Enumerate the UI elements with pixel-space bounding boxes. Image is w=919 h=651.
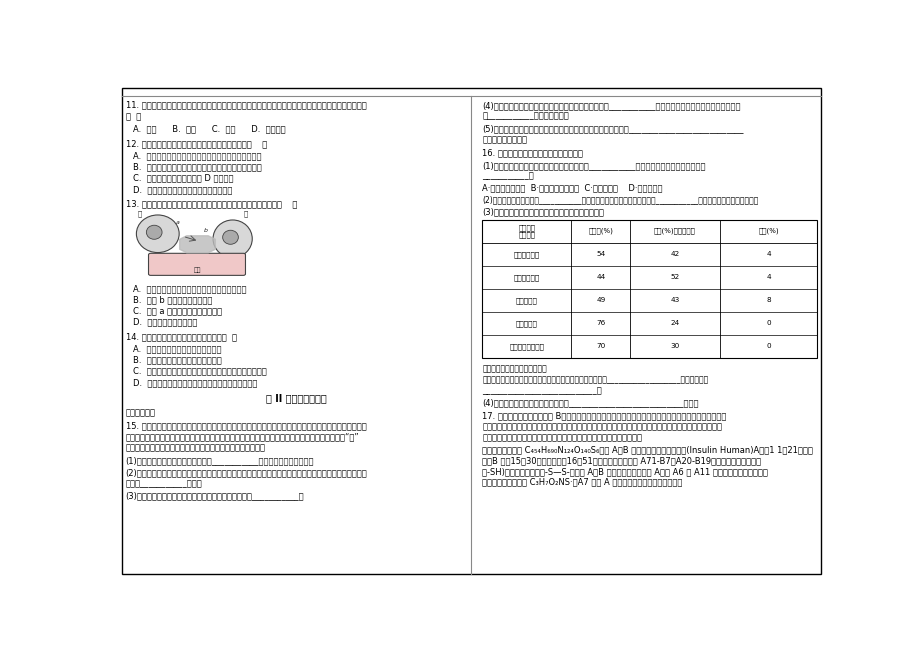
Text: A.  蛋白质的多样性与氨基酸的种类、数目、排列等有关: A. 蛋白质的多样性与氨基酸的种类、数目、排列等有关 (132, 151, 261, 160)
Text: D.  图中乙细胞表示靶细胞: D. 图中乙细胞表示靶细胞 (132, 318, 197, 327)
Text: （答出两点即可）。: （答出两点即可）。 (482, 135, 527, 144)
Text: 上表数据显示，细胞膜与细胞器膜的化学物质组成上的共同点___________________；主要区别是: 上表数据显示，细胞膜与细胞器膜的化学物质组成上的共同点_____________… (482, 375, 708, 384)
Text: 蛋白质(%): 蛋白质(%) (588, 228, 613, 234)
Text: (1)为获得纯净的细胞膜，应选取以下材料中的___________做实验，选用该材料的原因是它: (1)为获得纯净的细胞膜，应选取以下材料中的___________做实验，选用该… (482, 161, 705, 170)
Text: D.  脸氧核糖核酸是染色体的主要成分之一: D. 脸氧核糖核酸是染色体的主要成分之一 (132, 185, 232, 194)
Text: 不同物动物（人、牛、羊、猪等）的胰岛素功能大体相同，成分有差异。: 不同物动物（人、牛、羊、猪等）的胰岛素功能大体相同，成分有差异。 (482, 434, 641, 442)
Text: 农民又将麦种放在水中浸泡一段时间。随着浸种时间的延长，种子产熟速度也越来越快，种子逐渐变“甜”: 农民又将麦种放在水中浸泡一段时间。随着浸种时间的延长，种子产熟速度也越来越快，种… (126, 432, 359, 441)
Text: C.  胆固醇、性激素、维生素 D 都是脂质: C. 胆固醇、性激素、维生素 D 都是脂质 (132, 174, 233, 183)
Text: (3)若将浸软的种子直接放到酒精灯上烧，剩余的灰分是___________。: (3)若将浸软的种子直接放到酒精灯上烧，剩余的灰分是___________。 (126, 492, 304, 501)
Text: 54: 54 (596, 251, 605, 257)
Text: (5)根系是植物吸收水分的主要器官，根细胞内水分的主要作用有___________________________: (5)根系是植物吸收水分的主要器官，根细胞内水分的主要作用有__________… (482, 124, 743, 133)
Text: (2)将选取的上述材料放入___________中，一段时间后细胞膨胀破裂，再用___________方法分离得到纯净的细胞膜。: (2)将选取的上述材料放入___________中，一段时间后细胞膨胀破裂，再用… (482, 195, 758, 204)
Text: 血管: 血管 (193, 268, 200, 273)
Text: D.  癌细胞的恶性增殖和转移与细胞膜成分的改变有关: D. 癌细胞的恶性增殖和转移与细胞膜成分的改变有关 (132, 378, 257, 387)
Text: (1)农民晊种时小麦种子失去的水是以___________的形式存在于细胞中的。: (1)农民晊种时小麦种子失去的水是以___________的形式存在于细胞中的。 (126, 456, 314, 465)
Text: A·人的成熟红细胞  B·人的口腔上皮细胞  C·蛙的红细胞    D·鸡肝研磨液: A·人的成熟红细胞 B·人的口腔上皮细胞 C·蛙的红细胞 D·鸡肝研磨液 (482, 184, 662, 193)
Text: 0: 0 (766, 344, 770, 350)
Text: 的刺激而分泌的一种蛋白质激素。胰岛素是机体内唯一一降低血糖的激素，同时促进糖原脂肪、蛋白质合成，: 的刺激而分泌的一种蛋白质激素。胰岛素是机体内唯一一降低血糖的激素，同时促进糖原脂… (482, 422, 721, 432)
Text: B.  动物乳汁中的乳糖和植物细胞中的纤维素都属于多糖: B. 动物乳汁中的乳糖和植物细胞中的纤维素都属于多糖 (132, 162, 261, 171)
Ellipse shape (222, 230, 238, 244)
Text: B.  组成细胞膜的脂质中，磷脂最丰富: B. 组成细胞膜的脂质中，磷脂最丰富 (132, 355, 221, 365)
Ellipse shape (213, 220, 252, 258)
Text: 76: 76 (596, 320, 605, 326)
Text: a: a (176, 220, 179, 225)
Text: C.  不同功能的细胞，其细胞膜上蛋白质的种类和数量相同: C. 不同功能的细胞，其细胞膜上蛋白质的种类和数量相同 (132, 367, 267, 376)
Text: 了，几天后，种子开始发芽，这时小麦种子内自由水达到峰値。: 了，几天后，种子开始发芽，这时小麦种子内自由水达到峰値。 (126, 443, 266, 452)
Text: 用___________试剂进行鉴定。: 用___________试剂进行鉴定。 (482, 111, 568, 120)
Text: 小鼠肝细胞膜: 小鼠肝细胞膜 (513, 274, 539, 281)
Text: 15. 农民在储存麦种前，需将收获的小麦种子摊在地面上晊晒一段时间后，才把进粮仓存放。灌种小麦时，: 15. 农民在储存麦种前，需将收获的小麦种子摊在地面上晊晒一段时间后，才把进粮仓… (126, 421, 366, 430)
Text: C.  图中 a 表示信号分子（如激素）: C. 图中 a 表示信号分子（如激素） (132, 307, 221, 316)
Text: 酸，B 链有15礔30个氨基酸，公16礔51个氨基酸组成，其中 A71-B7、A20-B19四个半胱氨酸中的巡基: 酸，B 链有15礔30个氨基酸，公16礔51个氨基酸组成，其中 A71-B7、A… (482, 456, 761, 465)
Text: 24: 24 (670, 320, 679, 326)
Text: 半胱氨酸的分子式为 C₃H₇O₂NS·（A7 表示 A 肽链第七位氨基酸，其他类推）: 半胱氨酸的分子式为 C₃H₇O₂NS·（A7 表示 A 肽链第七位氨基酸，其他类… (482, 478, 682, 487)
Text: 物质种类
膜的类别: 物质种类 膜的类别 (517, 224, 535, 238)
Text: ___________________________。: ___________________________。 (482, 386, 601, 395)
Text: 49: 49 (596, 298, 605, 303)
Text: (2)若将已晒干的小麦种子放在洁净的试管内，放在酒精灯上烘烤，你会发现在试管内壁上出现水珠，说明种: (2)若将已晒干的小麦种子放在洁净的试管内，放在酒精灯上烘烤，你会发现在试管内壁… (126, 469, 367, 478)
Text: 17. 胰岛素是由胰腺内的胰岛 B细胞受内源性或外源性物质如葡萄糖、乳糖、核糖、精氨酸、胰高血糖素等: 17. 胰岛素是由胰腺内的胰岛 B细胞受内源性或外源性物质如葡萄糖、乳糖、核糖、… (482, 411, 726, 421)
Text: 线粒体内膜: 线粒体内膜 (516, 320, 537, 327)
Ellipse shape (146, 225, 162, 240)
Text: B.  图中 b 表示细胞膜上的载体: B. 图中 b 表示细胞膜上的载体 (132, 295, 212, 304)
Ellipse shape (136, 215, 179, 253)
Text: 14. 下列关于细胞膜的叙述，不正确的是（  ）: 14. 下列关于细胞膜的叙述，不正确的是（ ） (126, 332, 236, 341)
Text: b: b (204, 228, 208, 233)
Text: 8: 8 (766, 298, 770, 303)
Text: 16. 请完成下列实验设计并分析有关问题。: 16. 请完成下列实验设计并分析有关问题。 (482, 148, 583, 158)
Text: 糖类(%): 糖类(%) (757, 228, 777, 234)
Text: 52: 52 (670, 274, 679, 281)
Text: 脂质(%)主要是磷脂: 脂质(%)主要是磷脂 (653, 228, 696, 234)
Text: (4)随着浸种时间的延长，麦种变甜了，这种甜味物质是___________，它是由种子中的淠粉水解生成的，可: (4)随着浸种时间的延长，麦种变甜了，这种甜味物质是___________，它是… (482, 101, 740, 109)
Text: 菠菜叶绿体片层膜: 菠菜叶绿体片层膜 (509, 343, 544, 350)
Text: 乙: 乙 (244, 210, 247, 217)
Text: 胰岛素的分子式是 C₄₅₄H₆₉₀N₁₂₄O₁₄₀S₆，由 A、B 两个肽链组成，人胰岛素(Insulin Human)A链有1 1种21个氨基: 胰岛素的分子式是 C₄₅₄H₆₉₀N₁₂₄O₁₄₀S₆，由 A、B 两个肽链组成… (482, 445, 812, 454)
Text: (3)通过有关方法，测得多种膜的化学成分，如下表。: (3)通过有关方法，测得多种膜的化学成分，如下表。 (482, 208, 604, 217)
Text: 第 II 卷（非选择题）: 第 II 卷（非选择题） (267, 394, 327, 404)
Text: A.  细胞膜主要由蛋白质和脂双层组成: A. 细胞膜主要由蛋白质和脂双层组成 (132, 344, 221, 353)
Text: 变形虫细胞膜: 变形虫细胞膜 (513, 251, 539, 258)
Text: 子内有___________存在。: 子内有___________存在。 (126, 479, 202, 488)
Text: (4)细胞膜功能的复杂程度与细胞膜上___________________________有关。: (4)细胞膜功能的复杂程度与细胞膜上______________________… (482, 398, 698, 407)
Text: A.  图中反映了细胞膜具有细胞间信息交流的功能: A. 图中反映了细胞膜具有细胞间信息交流的功能 (132, 284, 246, 293)
Text: （-SH)形成两个二硫键（-S—S-），使 A、B 两链连接起来，此外 A链中 A6 与 A11 之间也存在一个二硫键，: （-SH)形成两个二硫键（-S—S-），使 A、B 两链连接起来，此外 A链中 … (482, 467, 767, 476)
Text: 42: 42 (670, 251, 679, 257)
Text: ___________。: ___________。 (482, 171, 533, 180)
Text: 甲: 甲 (138, 210, 142, 217)
Bar (482, 219, 816, 358)
Text: 13. 如图为细胞间信息交流的一种方式，下列有关叙述不正确的是（    ）: 13. 如图为细胞间信息交流的一种方式，下列有关叙述不正确的是（ ） (126, 199, 297, 208)
Text: （  ）: （ ） (126, 112, 141, 121)
Text: 注：线粒体、叶绿体都是细胞器: 注：线粒体、叶绿体都是细胞器 (482, 364, 547, 373)
Text: A.  苔藓      B.  水稻      C.  山羊      D.  大肠杆菌: A. 苔藓 B. 水稻 C. 山羊 D. 大肠杆菌 (132, 125, 285, 133)
Text: 30: 30 (670, 344, 679, 350)
Text: 12. 下列关于细胞主要化学成分的叙述，不正确的是（    ）: 12. 下列关于细胞主要化学成分的叙述，不正确的是（ ） (126, 139, 267, 148)
Text: 44: 44 (596, 274, 605, 281)
Text: 70: 70 (596, 344, 605, 350)
Text: 4: 4 (766, 274, 770, 281)
Text: 二、非选择题: 二、非选择题 (126, 408, 155, 417)
Text: 4: 4 (766, 251, 770, 257)
Text: 43: 43 (670, 298, 679, 303)
Text: 0: 0 (766, 320, 770, 326)
FancyBboxPatch shape (148, 253, 245, 275)
Text: 人红细胞膜: 人红细胞膜 (516, 297, 537, 303)
Text: 11. 某科学家将一种细胞，分离其细胞膜进行化学分析，得到糖脂、磷脂、胆固醇，由此可判定该细胞来自: 11. 某科学家将一种细胞，分离其细胞膜进行化学分析，得到糖脂、磷脂、胆固醇，由… (126, 101, 366, 109)
